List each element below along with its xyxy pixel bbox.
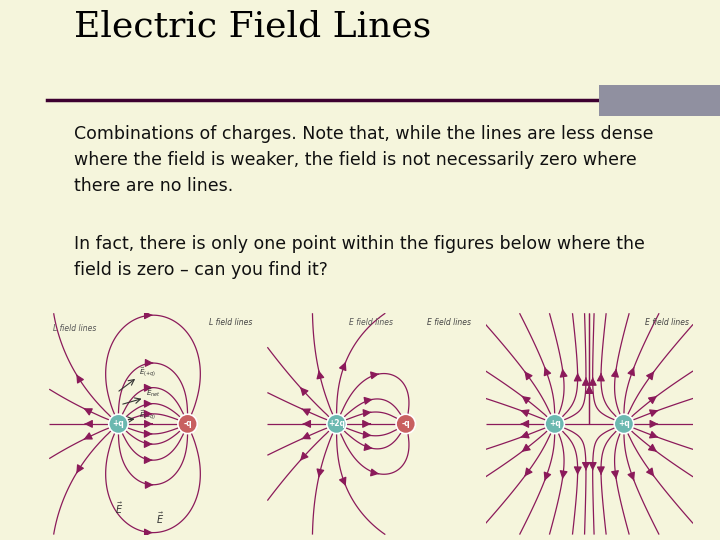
FancyArrowPatch shape bbox=[363, 410, 371, 416]
Text: Electric Field Lines: Electric Field Lines bbox=[73, 9, 431, 43]
Circle shape bbox=[327, 414, 346, 434]
FancyArrowPatch shape bbox=[612, 471, 618, 478]
FancyArrowPatch shape bbox=[649, 396, 657, 403]
FancyArrowPatch shape bbox=[317, 371, 323, 379]
FancyArrowPatch shape bbox=[371, 372, 379, 379]
FancyArrowPatch shape bbox=[340, 362, 346, 370]
FancyArrowPatch shape bbox=[525, 372, 532, 380]
Text: E field lines: E field lines bbox=[427, 318, 471, 327]
FancyArrowPatch shape bbox=[302, 409, 310, 415]
FancyArrowPatch shape bbox=[647, 468, 654, 476]
FancyArrowPatch shape bbox=[145, 410, 152, 417]
FancyArrowPatch shape bbox=[145, 312, 152, 319]
FancyArrowPatch shape bbox=[145, 529, 152, 536]
FancyArrowPatch shape bbox=[582, 463, 589, 470]
FancyArrowPatch shape bbox=[586, 386, 593, 393]
FancyArrowPatch shape bbox=[612, 369, 618, 377]
Text: Combinations of charges. Note that, while the lines are less dense
where the fie: Combinations of charges. Note that, whil… bbox=[73, 125, 653, 195]
Text: $\vec{E}_{net}$: $\vec{E}_{net}$ bbox=[146, 387, 161, 400]
FancyArrowPatch shape bbox=[84, 408, 92, 415]
FancyArrowPatch shape bbox=[76, 465, 84, 473]
FancyArrowPatch shape bbox=[363, 431, 371, 438]
FancyArrowPatch shape bbox=[522, 396, 530, 403]
Text: L field lines: L field lines bbox=[53, 323, 96, 333]
FancyArrowPatch shape bbox=[522, 444, 530, 451]
FancyArrowPatch shape bbox=[575, 373, 581, 381]
Circle shape bbox=[614, 414, 634, 434]
Text: $\vec{E}$: $\vec{E}$ bbox=[115, 501, 123, 516]
Circle shape bbox=[545, 414, 564, 434]
FancyArrowPatch shape bbox=[628, 367, 634, 376]
FancyArrowPatch shape bbox=[145, 482, 153, 488]
FancyArrowPatch shape bbox=[84, 433, 92, 440]
FancyArrowPatch shape bbox=[521, 421, 528, 427]
FancyArrowPatch shape bbox=[649, 431, 658, 438]
FancyArrowPatch shape bbox=[76, 375, 84, 383]
Text: -q: -q bbox=[402, 420, 410, 428]
FancyArrowPatch shape bbox=[590, 463, 596, 470]
FancyArrowPatch shape bbox=[647, 372, 654, 380]
FancyArrowPatch shape bbox=[303, 421, 310, 427]
FancyArrowPatch shape bbox=[145, 360, 153, 366]
FancyArrowPatch shape bbox=[582, 377, 589, 385]
Text: $\vec{E}_{(-q)}$: $\vec{E}_{(-q)}$ bbox=[139, 409, 156, 422]
FancyArrowPatch shape bbox=[364, 397, 372, 404]
FancyArrowPatch shape bbox=[300, 388, 308, 395]
FancyArrowPatch shape bbox=[300, 453, 308, 460]
Text: -q: -q bbox=[184, 420, 192, 428]
FancyArrowPatch shape bbox=[145, 384, 152, 391]
FancyArrowPatch shape bbox=[340, 477, 346, 485]
FancyArrowPatch shape bbox=[521, 431, 529, 438]
FancyArrowPatch shape bbox=[145, 441, 152, 447]
Text: +q: +q bbox=[618, 420, 630, 428]
FancyArrowPatch shape bbox=[145, 430, 152, 437]
FancyArrowPatch shape bbox=[544, 367, 551, 376]
FancyArrowPatch shape bbox=[302, 433, 310, 439]
Text: $\vec{E}$: $\vec{E}$ bbox=[156, 511, 165, 526]
FancyArrowPatch shape bbox=[560, 369, 567, 377]
FancyArrowPatch shape bbox=[317, 469, 323, 477]
FancyArrowPatch shape bbox=[521, 410, 529, 416]
FancyArrowPatch shape bbox=[598, 373, 604, 381]
Text: $\vec{E}_{(+q)}$: $\vec{E}_{(+q)}$ bbox=[139, 366, 156, 379]
FancyArrowPatch shape bbox=[525, 468, 532, 476]
FancyArrowPatch shape bbox=[650, 421, 657, 427]
FancyArrowPatch shape bbox=[145, 457, 152, 463]
FancyArrowPatch shape bbox=[598, 467, 604, 475]
Circle shape bbox=[396, 414, 415, 434]
FancyArrowPatch shape bbox=[364, 444, 372, 450]
FancyArrowPatch shape bbox=[560, 471, 567, 478]
Text: E field lines: E field lines bbox=[349, 318, 393, 327]
FancyArrowPatch shape bbox=[544, 472, 551, 481]
Text: In fact, there is only one point within the figures below where the
field is zer: In fact, there is only one point within … bbox=[73, 235, 644, 279]
Text: +q: +q bbox=[549, 420, 561, 428]
Text: E field lines: E field lines bbox=[645, 318, 689, 327]
FancyArrowPatch shape bbox=[649, 410, 658, 416]
FancyArrowPatch shape bbox=[371, 469, 379, 476]
FancyArrowPatch shape bbox=[363, 421, 370, 427]
Circle shape bbox=[109, 414, 128, 434]
FancyArrowPatch shape bbox=[590, 377, 596, 385]
Bar bbox=[599, 85, 720, 116]
FancyArrowPatch shape bbox=[649, 444, 657, 451]
Text: +2q: +2q bbox=[328, 420, 345, 428]
FancyArrowPatch shape bbox=[575, 467, 581, 475]
FancyArrowPatch shape bbox=[85, 421, 92, 427]
FancyArrowPatch shape bbox=[145, 421, 152, 427]
FancyArrowPatch shape bbox=[145, 401, 152, 407]
Text: +q: +q bbox=[112, 420, 125, 428]
Circle shape bbox=[178, 414, 197, 434]
FancyArrowPatch shape bbox=[586, 386, 593, 393]
Text: L field lines: L field lines bbox=[210, 318, 253, 327]
FancyArrowPatch shape bbox=[628, 472, 634, 481]
